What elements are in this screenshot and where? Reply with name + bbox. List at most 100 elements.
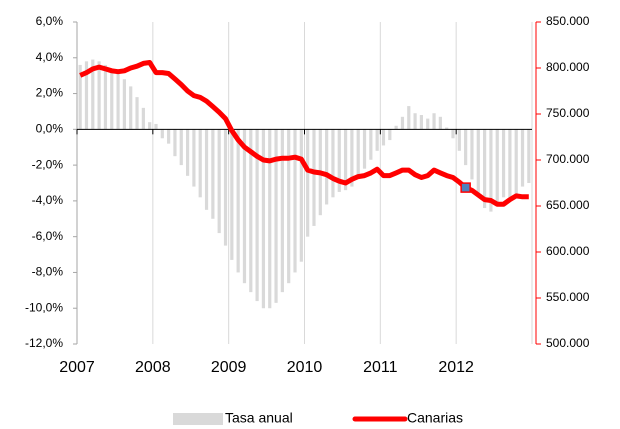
legend-label: Tasa anual bbox=[225, 410, 293, 426]
bar bbox=[343, 129, 348, 191]
x-tick-label: 2011 bbox=[363, 359, 398, 376]
bar bbox=[312, 129, 316, 226]
bar bbox=[438, 116, 442, 130]
bar bbox=[325, 129, 329, 205]
bar bbox=[451, 129, 455, 139]
bar bbox=[413, 113, 417, 130]
bar bbox=[141, 107, 145, 130]
bar bbox=[381, 129, 386, 146]
bar bbox=[527, 129, 531, 183]
bar bbox=[154, 123, 158, 130]
bar bbox=[432, 113, 436, 130]
bar bbox=[167, 129, 171, 144]
bar bbox=[223, 129, 228, 246]
bar bbox=[185, 129, 190, 176]
bar bbox=[375, 129, 379, 151]
y2-tick-label: 750.000 bbox=[546, 106, 590, 120]
bar bbox=[135, 97, 139, 130]
y2-tick-label: 550.000 bbox=[546, 290, 590, 304]
y-tick-label: 2,0% bbox=[36, 86, 64, 100]
y-tick-label: -8,0% bbox=[32, 265, 64, 279]
bar bbox=[457, 129, 461, 151]
bar bbox=[280, 129, 284, 293]
bar bbox=[514, 129, 518, 194]
bar bbox=[274, 129, 278, 303]
bar bbox=[255, 129, 259, 302]
x-tick-label: 2012 bbox=[438, 359, 474, 376]
y-tick-label: 4,0% bbox=[36, 50, 64, 64]
bar bbox=[261, 129, 266, 309]
bar bbox=[116, 73, 120, 130]
bar bbox=[483, 129, 487, 209]
bar bbox=[249, 129, 253, 293]
legend-label: Canarias bbox=[407, 410, 463, 426]
bar bbox=[489, 129, 493, 212]
bar bbox=[211, 129, 215, 219]
bar bbox=[204, 129, 209, 210]
bar bbox=[356, 129, 360, 176]
bar bbox=[388, 129, 392, 141]
bar bbox=[236, 129, 240, 273]
y2-tick-label: 500.000 bbox=[546, 336, 590, 350]
bar bbox=[508, 129, 512, 198]
legend-swatch bbox=[173, 413, 223, 425]
bar bbox=[129, 86, 133, 130]
bar bbox=[78, 64, 82, 130]
y2-tick-label: 650.000 bbox=[546, 198, 590, 212]
y-tick-label: 6,0% bbox=[36, 14, 64, 28]
bar bbox=[179, 129, 183, 166]
x-tick-label: 2009 bbox=[211, 359, 247, 376]
x-tick-label: 2008 bbox=[135, 359, 171, 376]
bar bbox=[306, 129, 310, 237]
bar bbox=[293, 129, 297, 273]
bar bbox=[148, 122, 152, 130]
highlight-marker bbox=[460, 182, 471, 193]
bar bbox=[520, 129, 525, 187]
bar bbox=[97, 61, 101, 130]
bar bbox=[337, 129, 341, 192]
bar bbox=[91, 59, 95, 130]
bar bbox=[287, 129, 291, 284]
y-tick-label: -10,0% bbox=[25, 300, 63, 314]
bar bbox=[268, 129, 272, 309]
bar bbox=[350, 129, 354, 187]
y2-tick-label: 800.000 bbox=[546, 60, 590, 74]
bar bbox=[400, 116, 405, 130]
bar bbox=[495, 129, 499, 207]
y2-tick-label: 700.000 bbox=[546, 152, 590, 166]
bar bbox=[369, 129, 373, 160]
y2-tick-label: 850.000 bbox=[546, 14, 590, 28]
bar bbox=[470, 129, 474, 180]
bar bbox=[192, 129, 196, 187]
bar bbox=[198, 129, 202, 198]
bar bbox=[476, 129, 480, 194]
bar bbox=[407, 106, 411, 130]
bar bbox=[122, 79, 126, 130]
bar bbox=[103, 64, 108, 130]
y-tick-label: -2,0% bbox=[32, 157, 64, 171]
bar bbox=[362, 129, 367, 169]
bar bbox=[426, 118, 430, 130]
bar bbox=[230, 129, 234, 260]
y-tick-label: -6,0% bbox=[32, 229, 64, 243]
x-tick-label: 2010 bbox=[287, 359, 323, 376]
bar bbox=[242, 129, 247, 284]
bar bbox=[110, 70, 114, 130]
y-tick-label: -4,0% bbox=[32, 193, 64, 207]
bar bbox=[160, 129, 164, 139]
bar bbox=[501, 129, 506, 198]
y-tick-label: -12,0% bbox=[25, 336, 63, 350]
bar bbox=[445, 127, 449, 130]
bar bbox=[419, 115, 424, 130]
y2-tick-label: 600.000 bbox=[546, 244, 590, 258]
bar bbox=[84, 61, 89, 130]
line bbox=[79, 60, 529, 207]
y-tick-label: 0,0% bbox=[36, 122, 64, 136]
x-tick-label: 2007 bbox=[59, 359, 95, 376]
bar bbox=[464, 129, 468, 166]
bar bbox=[217, 129, 221, 234]
bar bbox=[331, 129, 335, 198]
bar bbox=[299, 129, 303, 262]
bar bbox=[394, 125, 398, 130]
